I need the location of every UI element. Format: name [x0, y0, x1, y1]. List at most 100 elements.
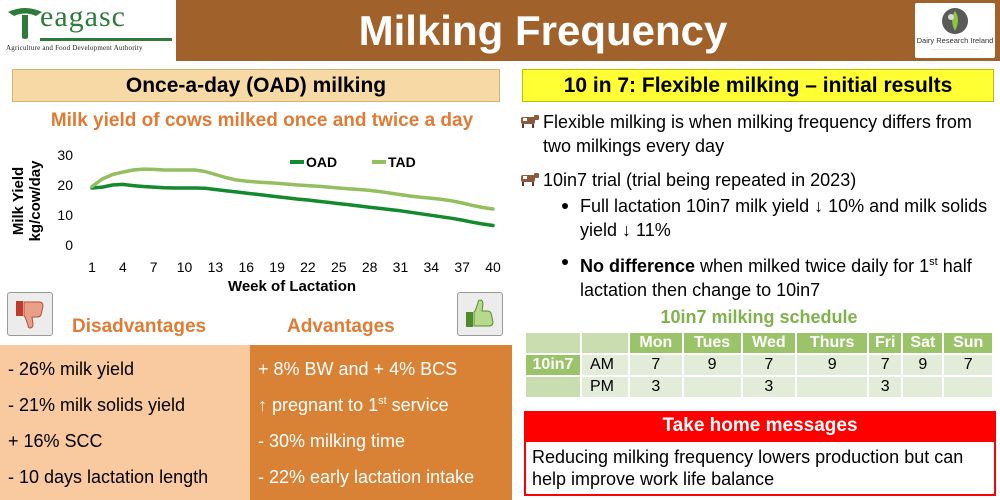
schedule-cell	[683, 377, 741, 397]
schedule-row-pm: PM 3 3 3	[526, 377, 992, 397]
schedule-day: Wed	[742, 333, 796, 353]
schedule-day: Sun	[944, 333, 992, 353]
sub-bullet-dot	[562, 203, 568, 209]
schedule-cell: 9	[797, 355, 868, 375]
schedule-day: Sat	[903, 333, 943, 353]
x-tick-label: 40	[485, 259, 501, 275]
schedule-title: 10in7 milking schedule	[660, 307, 858, 327]
disadvantage-item: - 10 days lactation length	[8, 467, 209, 487]
x-tick-label: 34	[424, 259, 440, 275]
schedule-cell: 9	[903, 355, 943, 375]
y-tick-label: 20	[57, 177, 73, 193]
y-tick-label: 0	[65, 237, 73, 253]
series-line-tad	[90, 167, 495, 211]
sub-bullet-yield: Full lactation 10in7 milk yield ↓ 10% an…	[580, 196, 988, 240]
schedule-cell: 7	[742, 355, 796, 375]
partner-name: Dairy Research Ireland	[916, 36, 994, 45]
sub-bullet-dot	[562, 259, 568, 265]
advantage-pregnant-suffix: service	[386, 395, 449, 415]
x-tick-label: 22	[300, 259, 316, 275]
schedule-cell: 7	[869, 355, 902, 375]
x-tick-label: 7	[150, 259, 158, 275]
disadvantages-list: - 26% milk yield - 21% milk solids yield…	[0, 345, 250, 500]
y-axis-label: Milk Yieldkg/cow/day	[10, 160, 44, 242]
take-home-message: Reducing milking frequency lowers produc…	[524, 440, 996, 496]
schedule-row-am: 10in7 AM 7 9 7 9 7 9 7	[526, 355, 992, 375]
advantage-item-pregnant: ↑ pregnant to 1st service	[258, 395, 449, 416]
flexible-milking-heading: 10 in 7: Flexible milking – initial resu…	[522, 69, 994, 102]
advantage-pregnant-sup: st	[378, 395, 387, 407]
advantages-list: + 8% BW and + 4% BCS ↑ pregnant to 1st s…	[250, 345, 512, 500]
schedule-day: Thurs	[797, 333, 868, 353]
schedule-cell	[944, 377, 992, 397]
logo-rule	[40, 38, 172, 41]
take-home-heading: Take home messages	[524, 411, 996, 440]
cow-bullet-icon	[521, 115, 539, 128]
teagasc-logo: eagasc Agriculture and Food Development …	[0, 0, 176, 61]
schedule-cell: 9	[683, 355, 741, 375]
no-difference-text: when milked twice daily for 1	[695, 256, 930, 276]
legend-label-tad: TAD	[388, 154, 416, 170]
schedule-cell	[903, 377, 943, 397]
bullet-10in7-trial: 10in7 trial (trial being repeated in 202…	[543, 170, 857, 190]
advantage-item: + 8% BW and + 4% BCS	[258, 359, 458, 379]
x-tick-label: 16	[238, 259, 254, 275]
bullet-flexible-milking: Flexible milking is when milking frequen…	[543, 112, 972, 156]
x-tick-label: 13	[208, 259, 224, 275]
x-tick-label: 10	[177, 259, 193, 275]
x-tick-label: 37	[454, 259, 470, 275]
schedule-corner	[526, 333, 580, 353]
disadvantages-heading: Disadvantages	[72, 316, 207, 337]
advantage-pregnant-text: ↑ pregnant to 1	[258, 395, 379, 415]
schedule-row-label: 10in7	[526, 355, 580, 375]
x-tick-label: 4	[119, 259, 127, 275]
advantage-item: - 22% early lactation intake	[258, 467, 475, 487]
y-axis-label-line: kg/cow/day	[27, 160, 44, 242]
y-axis-label-line: Milk Yield	[10, 167, 27, 235]
thumbs-down-badge	[7, 292, 53, 336]
page-title: Milking Frequency	[358, 6, 728, 54]
y-tick-label: 30	[57, 147, 73, 163]
teagasc-logo-icon	[8, 8, 42, 39]
disadvantage-item: + 16% SCC	[8, 431, 103, 451]
disadvantage-item: - 26% milk yield	[8, 359, 135, 379]
x-tick-label: 19	[269, 259, 285, 275]
x-tick-label: 1	[88, 259, 96, 275]
schedule-header-row: Mon Tues Wed Thurs Fri Sat Sun	[526, 333, 992, 353]
dairy-research-ireland-logo: Dairy Research Ireland .................…	[910, 0, 1000, 61]
cow-bullet-icon	[521, 173, 539, 186]
thumbs-down-icon	[16, 301, 44, 329]
chart-title: Milk yield of cows milked once and twice…	[50, 110, 474, 131]
schedule-cell: 3	[869, 377, 902, 397]
schedule-cell: 7	[944, 355, 992, 375]
title-bar: Milking Frequency	[176, 0, 910, 61]
schedule-cell	[797, 377, 868, 397]
x-tick-label: 25	[331, 259, 347, 275]
partner-subline: ........................................…	[930, 46, 980, 51]
legend-label-oad: OAD	[306, 154, 337, 170]
schedule-day: Tues	[683, 333, 741, 353]
pm-label: PM	[582, 377, 628, 397]
no-difference-sup: st	[929, 256, 938, 268]
no-difference-text2: half lactation then change to 10in7	[580, 256, 972, 300]
no-difference-bold: No difference	[580, 256, 696, 276]
am-label: AM	[582, 355, 628, 375]
schedule-cell: 3	[742, 377, 796, 397]
schedule-corner	[582, 333, 628, 353]
teagasc-logo-name: eagasc	[40, 0, 126, 33]
dairy-research-ireland-logo-icon	[942, 8, 968, 34]
oad-heading: Once-a-day (OAD) milking	[12, 69, 500, 102]
thumbs-up-badge	[457, 292, 503, 336]
thumbs-up-icon	[466, 299, 494, 327]
schedule-cell: 3	[630, 377, 682, 397]
schedule-day: Mon	[630, 333, 682, 353]
schedule-row-label-blank	[526, 377, 580, 397]
x-axis-label: Week of Lactation	[228, 278, 356, 295]
disadvantage-item: - 21% milk solids yield	[8, 395, 186, 415]
x-tick-label: 28	[362, 259, 378, 275]
advantage-item: - 30% milking time	[258, 431, 406, 451]
schedule-cell: 7	[630, 355, 682, 375]
sub-bullet-no-difference: No difference when milked twice daily fo…	[580, 250, 995, 302]
schedule-day: Fri	[869, 333, 902, 353]
milking-schedule-table: Mon Tues Wed Thurs Fri Sat Sun 10in7 AM …	[524, 331, 994, 399]
